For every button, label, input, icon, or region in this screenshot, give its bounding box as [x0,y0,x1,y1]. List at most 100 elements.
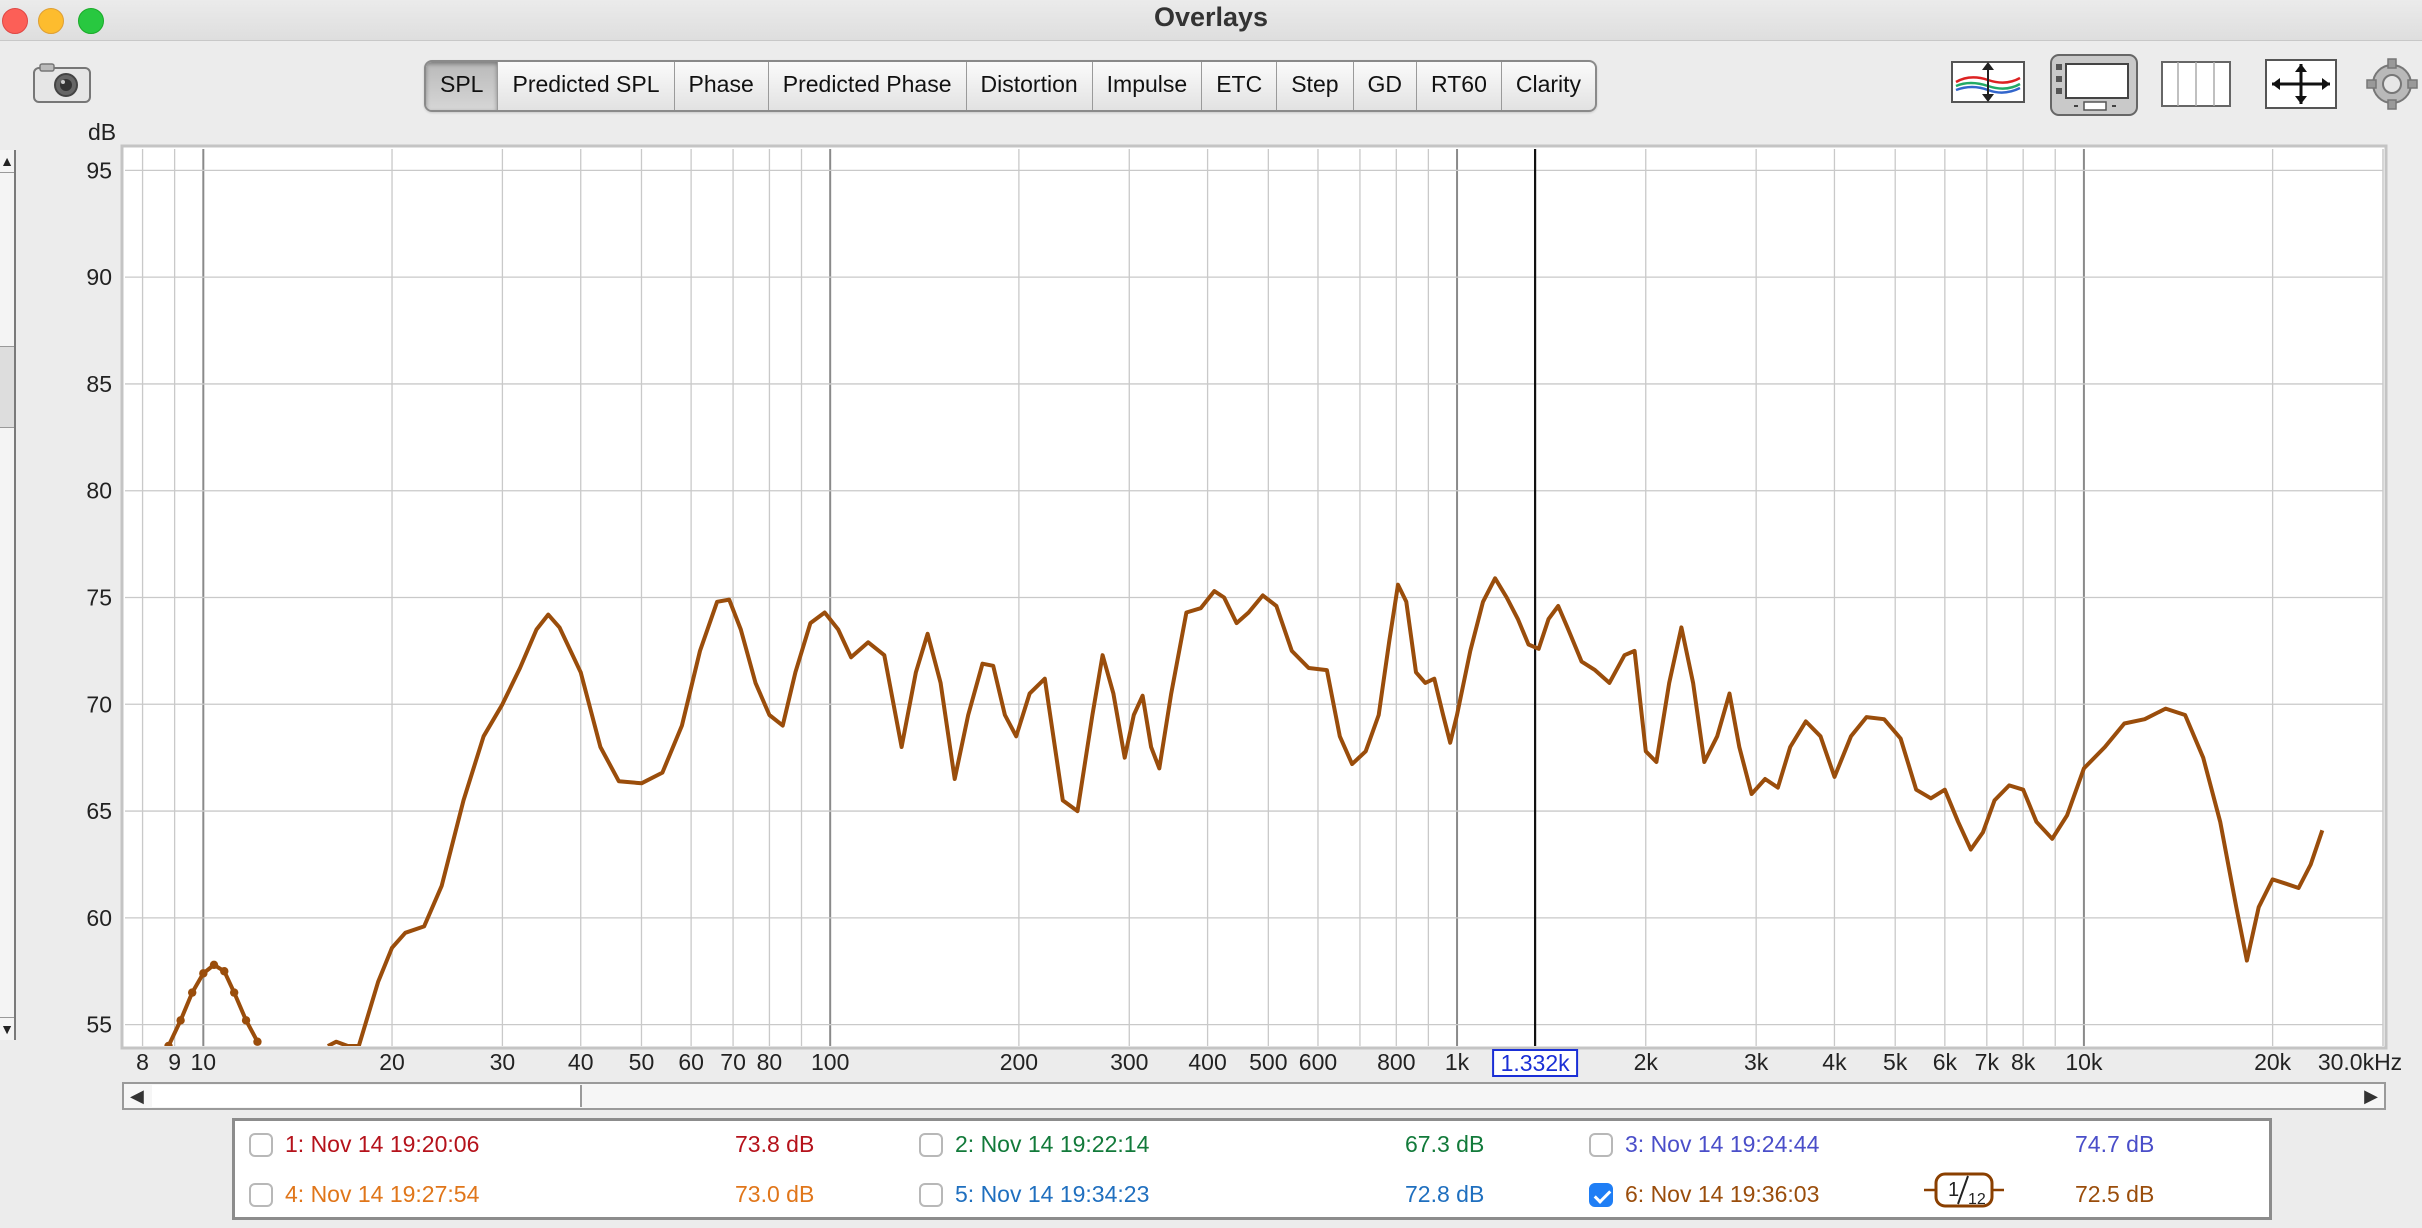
smoothing-numerator: 1 [1948,1179,1959,1201]
trace-point [176,1016,185,1025]
legend-cursor-value-5: 72.8 dB [1405,1181,1485,1207]
vertical-scroll-rail[interactable]: ▲ ▼ [0,150,16,1040]
x-tick-label: 7k [1975,1049,2000,1075]
legend-checkbox-2[interactable] [919,1133,943,1157]
graph-type-tabs: SPL Predicted SPL Phase Predicted Phase … [424,60,1598,112]
window-title: Overlays [1153,2,1269,32]
trace-point [220,967,229,976]
legend-measurement-name-5[interactable]: 5: Nov 14 19:34:23 [955,1181,1150,1207]
x-tick-label: 9 [168,1049,181,1075]
y-axis-unit-label: dB [88,119,116,145]
cursor-frequency-label: 1.332k [1501,1050,1571,1076]
tab-rt60[interactable]: RT60 [1417,62,1502,110]
y-tick-label: 75 [86,585,112,611]
tab-predicted-spl[interactable]: Predicted SPL [498,62,675,110]
y-tick-label: 70 [86,691,112,717]
x-tick-label: 50 [629,1049,655,1075]
x-tick-label: 5k [1883,1049,1908,1075]
close-window-button[interactable] [2,8,28,34]
scroll-left-arrow[interactable]: ◀ [130,1086,144,1106]
tab-predicted-phase[interactable]: Predicted Phase [769,62,967,110]
legend-measurement-name-4[interactable]: 4: Nov 14 19:27:54 [285,1181,480,1207]
x-tick-label: 800 [1377,1049,1415,1075]
legend-measurement-name-2[interactable]: 2: Nov 14 19:22:14 [955,1131,1150,1157]
tab-spl[interactable]: SPL [426,62,499,110]
settings-gear-icon[interactable] [2366,58,2418,115]
overlay-legend: 1: Nov 14 19:20:06 73.8 dB 2: Nov 14 19:22… [232,1118,2272,1220]
legend-measurement-name-3[interactable]: 3: Nov 14 19:24:44 [1625,1131,1820,1157]
trace-point [253,1037,262,1046]
legend-measurement-name-1[interactable]: 1: Nov 14 19:20:06 [285,1131,480,1157]
controls-panel-icon[interactable] [2050,54,2138,121]
trace-point [241,1016,251,1025]
tab-step[interactable]: Step [1277,62,1354,110]
window-title-bar: Overlays [0,0,2422,41]
minimize-window-button[interactable] [38,8,64,34]
x-tick-label: 4k [1822,1049,1847,1075]
x-tick-label: 10 [191,1049,217,1075]
x-tick-label: 80 [757,1049,783,1075]
spl-chart[interactable]: dB 55 60 65 70 75 80 85 90 95 8 9 10 20 30 40 50 60 70 80… [0,0,2422,1080]
x-tick-label: 8k [2011,1049,2036,1075]
scroll-right-arrow[interactable]: ▶ [2364,1086,2378,1106]
y-tick-label: 65 [86,798,112,824]
trace-point [199,969,208,978]
x-tick-label: 500 [1249,1049,1287,1075]
x-tick-label: 6k [1933,1049,1958,1075]
legend-cursor-value-2: 67.3 dB [1405,1131,1485,1157]
y-tick-label: 55 [86,1012,112,1038]
cursor-label-box [1492,1049,1579,1077]
x-tick-label: 40 [568,1049,594,1075]
legend-checkbox-3[interactable] [1589,1133,1613,1157]
x-tick-label: 600 [1299,1049,1337,1075]
limits-icon[interactable] [2160,60,2232,113]
tab-phase[interactable]: Phase [675,62,769,110]
camera-icon[interactable] [32,62,94,106]
y-tick-label: 85 [86,371,112,397]
legend-measurement-name-6[interactable]: 6: Nov 14 19:36:03 [1625,1181,1820,1207]
resize-arrows-icon[interactable] [2264,58,2338,115]
trace-point [229,988,239,997]
trace-point [188,988,197,997]
smoothing-badge[interactable]: 1 12 [1922,1164,2006,1212]
trace-point [164,1041,173,1046]
legend-cursor-value-3: 74.7 dB [2075,1131,2155,1157]
tab-distortion[interactable]: Distortion [967,62,1093,110]
x-tick-label: 20 [379,1049,405,1075]
x-tick-label: 2k [1634,1049,1659,1075]
x-tick-label: 20k [2254,1049,2292,1075]
x-tick-label: 200 [1000,1049,1038,1075]
frequency-scroll-thumb[interactable] [152,1085,582,1107]
scroll-up-arrow[interactable]: ▲ [0,150,14,173]
y-tick-label: 80 [86,478,112,504]
tab-clarity[interactable]: Clarity [1515,71,1582,97]
x-tick-label: 300 [1110,1049,1148,1075]
x-tick-label: 30.0kHz [2318,1049,2402,1075]
x-tick-label: 10k [2065,1049,2103,1075]
y-tick-label: 90 [86,264,112,290]
legend-checkbox-6[interactable] [1589,1183,1613,1207]
x-tick-label: 3k [1744,1049,1769,1075]
smoothing-denominator: 12 [1968,1191,1986,1208]
legend-cursor-value-6: 72.5 dB [2075,1181,2155,1207]
spl-trace-segment [326,576,2325,1046]
x-tick-label: 8 [136,1049,149,1075]
maximize-window-button[interactable] [78,8,104,34]
tab-impulse[interactable]: Impulse [1093,62,1203,110]
x-tick-label: 1k [1445,1049,1470,1075]
trace-arrange-icon[interactable] [1950,56,2026,113]
legend-checkbox-1[interactable] [249,1133,273,1157]
x-tick-label: 400 [1188,1049,1226,1075]
vertical-scroll-thumb[interactable] [0,346,14,428]
legend-checkbox-5[interactable] [919,1183,943,1207]
x-tick-label: 70 [720,1049,746,1075]
tab-gd[interactable]: GD [1354,62,1418,110]
frequency-scrollbar[interactable]: ◀ ▶ [122,1082,2386,1110]
legend-cursor-value-4: 73.0 dB [735,1181,815,1207]
tab-etc[interactable]: ETC [1202,62,1278,110]
x-tick-label: 60 [678,1049,704,1075]
scroll-down-arrow[interactable]: ▼ [0,1017,14,1040]
y-tick-label: 60 [86,905,112,931]
x-tick-label: 100 [811,1049,849,1075]
legend-checkbox-4[interactable] [249,1183,273,1207]
